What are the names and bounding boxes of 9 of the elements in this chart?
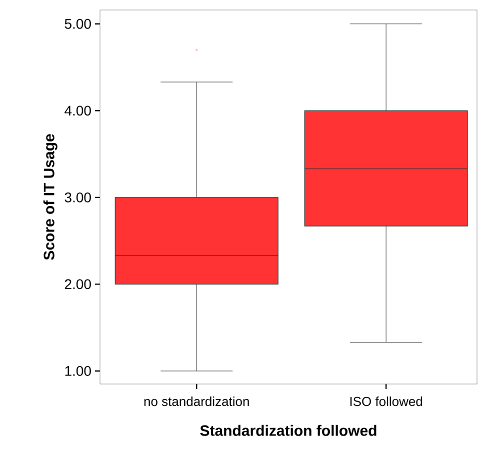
x-tick-label: ISO followed	[350, 396, 422, 406]
y-tick-label: 3.00	[64, 192, 91, 202]
y-tick-label: 1.00	[65, 366, 91, 376]
x-axis-title: Standardization followed	[200, 424, 376, 436]
y-tick-label: 5.00	[64, 18, 91, 29]
y-axis-title: Score of IT Usage	[43, 134, 58, 260]
y-tick-label: 2.00	[64, 279, 91, 290]
x-tick-label: no standardization	[144, 396, 249, 406]
y-tick-label: 4.00	[64, 106, 91, 116]
